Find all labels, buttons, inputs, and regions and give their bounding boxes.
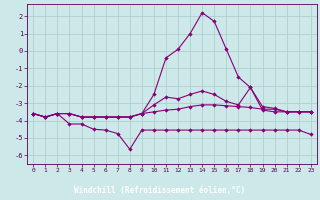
Text: Windchill (Refroidissement éolien,°C): Windchill (Refroidissement éolien,°C) <box>75 186 245 195</box>
